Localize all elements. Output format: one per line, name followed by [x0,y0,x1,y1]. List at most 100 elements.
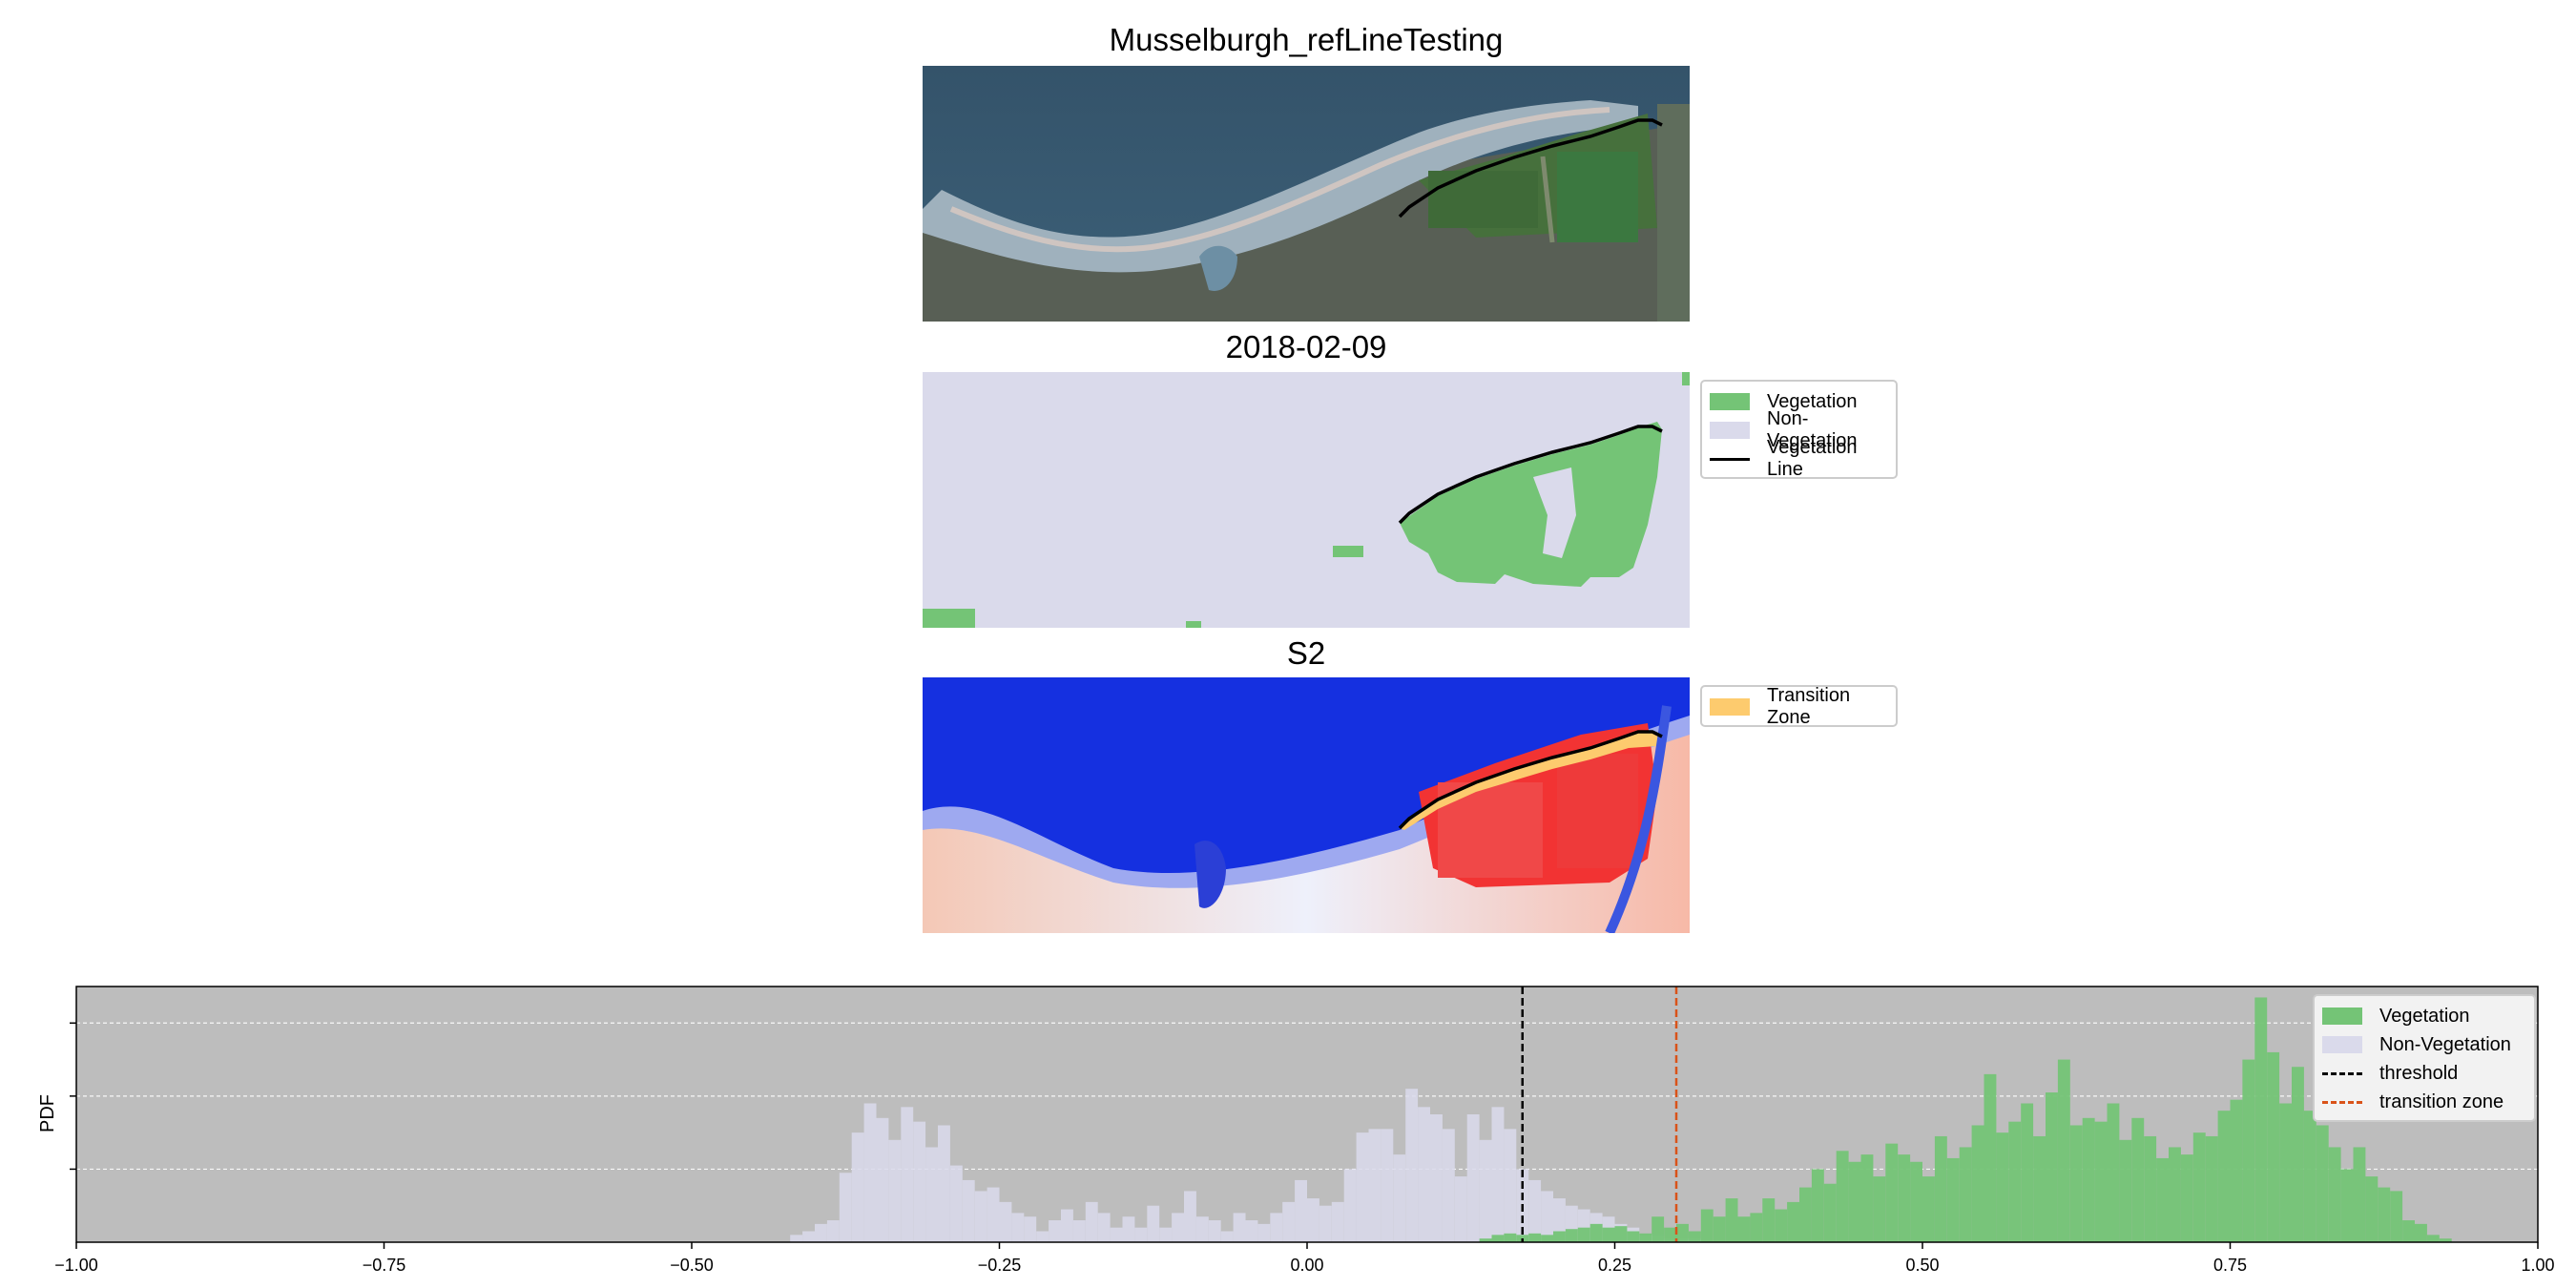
vegetation-bar [1725,1198,1738,1242]
non-vegetation-bar [1011,1213,1025,1242]
non-vegetation-bar [1172,1213,1184,1242]
river-channel [1195,841,1226,908]
vegetation-bar [2107,1103,2120,1242]
vegetation-bar [1811,1169,1824,1242]
non-vegetation-bar [901,1107,914,1242]
non-vegetation-bar [1024,1216,1037,1242]
vegetation-bar [1652,1216,1665,1242]
vegetation-bar [1737,1216,1751,1242]
x-tick-label: 0.00 [1290,1256,1323,1275]
rgb-satellite-image [923,66,1690,322]
vegetation-bar [1959,1147,1972,1242]
vegetation-bar [1922,1176,1935,1242]
vegetation-bar [1823,1183,1837,1242]
legend-label: transition zone [2379,1091,2504,1112]
vegetation-bar [2279,1103,2292,1242]
non-vegetation-bar [1134,1227,1148,1242]
y-axis-label: PDF [37,1094,58,1132]
vegetation-patch-a [1333,546,1363,557]
non-vegetation-bar [1528,1179,1542,1242]
vegetation-bar [1750,1213,1763,1242]
non-vegetation-bar [1356,1132,1369,1242]
legend-item-non-vegetation: Non-Vegetation [1710,408,1888,451]
vegetation-bar [2230,1099,2243,1242]
vegetation-bar [2180,1154,2193,1242]
legend-label: threshold [2379,1062,2459,1084]
transition-line-swatch [2322,1100,2362,1104]
vegetation-patch-d [1682,372,1690,385]
vegetation-bar [2192,1132,2206,1242]
non-vegetation-bar [1270,1213,1283,1242]
vegetation-bar [1984,1073,1997,1242]
vegetation-bar [2365,1176,2379,1242]
vegetation-bar [1553,1231,1566,1242]
vegetation-bar [1836,1151,1849,1242]
non-vegetation-bar [1245,1220,1258,1242]
legend-label: Non-Vegetation [1767,408,1858,451]
index-image [923,677,1690,933]
vegetation-bar [2033,1135,2046,1242]
vegetation-bar [1910,1161,1922,1242]
classification-panel-title: 2018-02-09 [1225,329,1387,364]
non-vegetation-bar [1479,1139,1492,1242]
vegetation-bar [2426,1235,2440,1242]
non-vegetation-bar [1295,1179,1307,1242]
vegetation-bar [1885,1143,1899,1242]
vegetation-bar [1614,1226,1628,1242]
non-vegetation-bar [1381,1129,1394,1242]
non-vegetation-bar [1405,1089,1419,1242]
vegetation-line-rgb [1398,118,1663,218]
non-vegetation-bar [1466,1114,1480,1242]
vegetation-bar [1934,1135,1947,1242]
vegetation-bar [1898,1154,1911,1242]
x-tick-label: −0.25 [978,1256,1022,1275]
vegetation-bar [2340,1169,2354,1242]
non-vegetation-bar [1208,1220,1221,1242]
non-vegetation-bar [888,1139,902,1242]
non-vegetation-bar [876,1117,889,1242]
vegetation-bar [1479,1238,1492,1242]
vegetation-bar [1688,1231,1701,1242]
vegetation-bar [1565,1229,1578,1242]
vegetation-bar [2267,1051,2280,1242]
non-vegetation-bar [1097,1213,1111,1242]
non-vegetation-bar [1491,1107,1505,1242]
vegetation-bar [1664,1227,1676,1242]
threshold-swatch [2322,1071,2362,1075]
vegetation-bar [2119,1139,2132,1242]
vegetation-bar [1787,1201,1799,1242]
vegetation-bar [1504,1233,1517,1242]
vegetation-bar [2046,1092,2058,1242]
non-vegetation-bar [1072,1220,1086,1242]
vegetation-bar [2131,1117,2145,1242]
legend-item-vegetation: Vegetation [1710,387,1888,416]
vegetation-bar [1700,1209,1714,1242]
non-vegetation-bar [962,1179,975,1242]
vegetation-bar [1946,1157,1960,1242]
x-tick-label: 1.00 [2521,1256,2554,1275]
vegetation-bar [1589,1223,1603,1242]
vegetation-bar [2390,1191,2403,1242]
vegetation-bar [2144,1135,2157,1242]
field-track [1540,156,1555,243]
legend-item-transition-zone: Transition Zone [1710,685,1888,728]
legend-item-vegetation: Vegetation [2322,1002,2526,1030]
vegetation-bar [1971,1125,1984,1242]
river-mouth [1199,245,1237,291]
non-vegetation-bar [1282,1201,1296,1242]
vegetation-bar [2402,1220,2415,1242]
legend-item-threshold: threshold [2322,1059,2526,1088]
vegetation-bar [2378,1187,2391,1242]
vegetation-bar [2008,1121,2022,1242]
non-vegetation-bar [1504,1129,1517,1242]
non-vegetation-bar [826,1220,840,1242]
vegetation-bar [1577,1227,1590,1242]
legend-item-vegetation-line: Vegetation Line [1710,437,1888,480]
non-vegetation-bar [987,1187,1000,1242]
non-vegetation-bar [1049,1220,1061,1242]
histogram-legend: Vegetation Non-Vegetation threshold tran… [2313,994,2536,1122]
vegetation-patch-b [923,609,975,628]
non-vegetation-bar [1184,1191,1196,1242]
non-vegetation-bar [1220,1231,1234,1242]
